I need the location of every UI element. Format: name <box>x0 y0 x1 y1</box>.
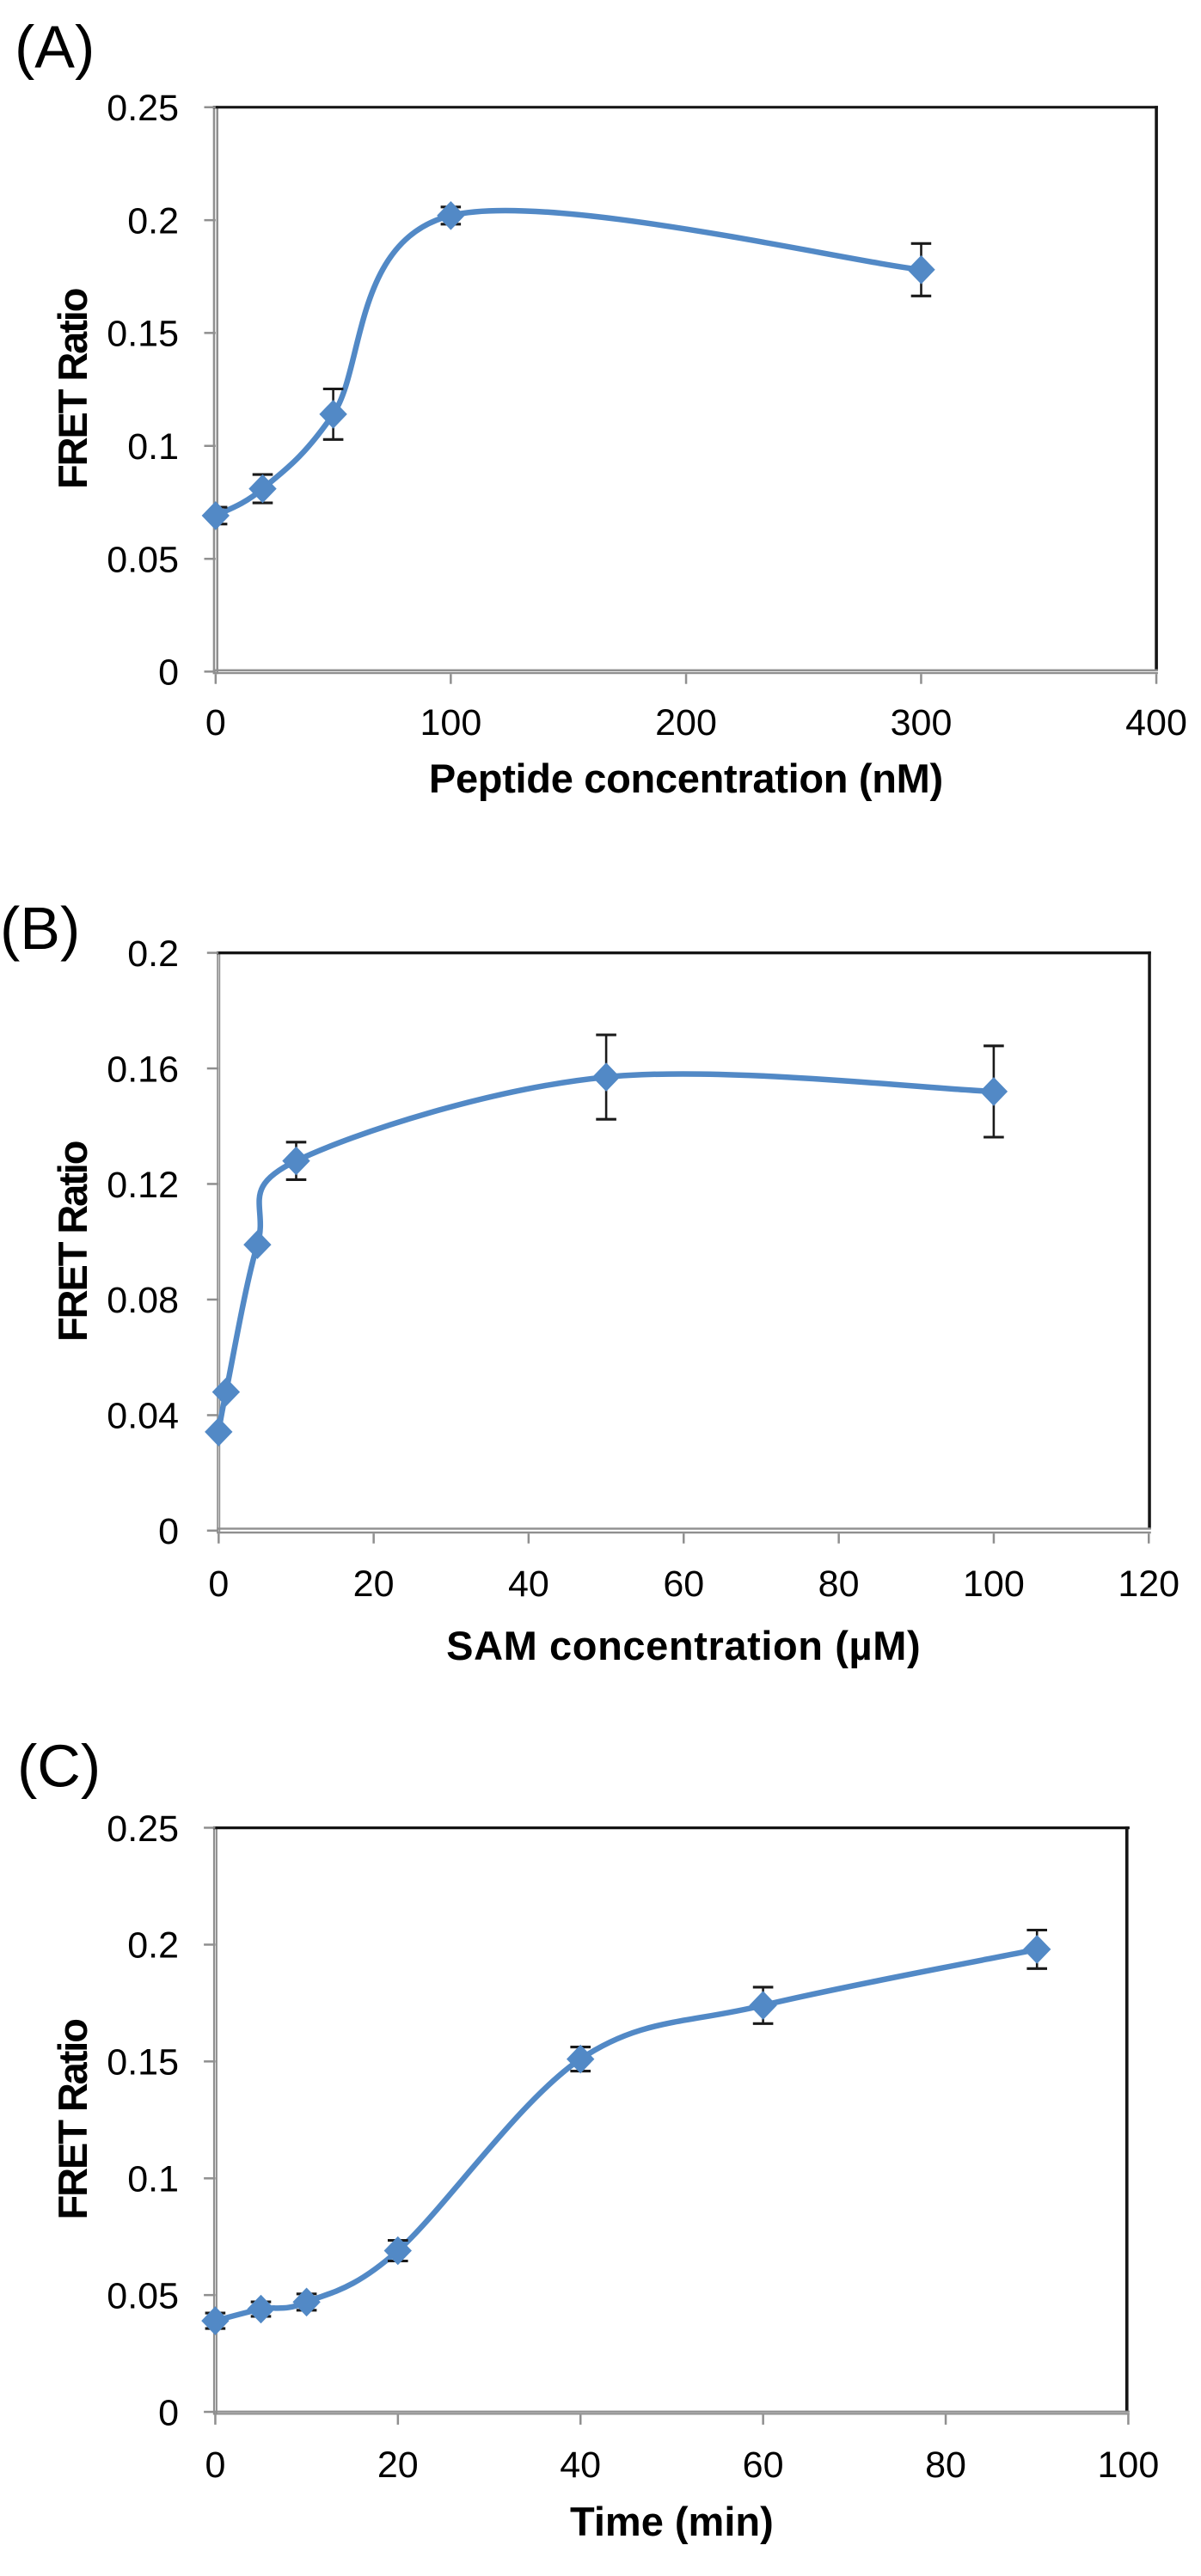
svg-text:0: 0 <box>205 2444 225 2486</box>
svg-text:0: 0 <box>208 1563 229 1605</box>
svg-text:0.15: 0.15 <box>107 314 179 355</box>
svg-text:0.05: 0.05 <box>107 539 179 580</box>
svg-text:0: 0 <box>158 652 179 694</box>
svg-text:FRET Ratio: FRET Ratio <box>50 1141 95 1342</box>
svg-text:300: 300 <box>891 702 953 743</box>
svg-text:0.16: 0.16 <box>107 1049 179 1090</box>
svg-text:0.1: 0.1 <box>127 426 179 468</box>
svg-text:40: 40 <box>508 1563 549 1605</box>
svg-text:120: 120 <box>1118 1563 1180 1605</box>
svg-text:100: 100 <box>1098 2444 1160 2486</box>
svg-text:80: 80 <box>818 1563 860 1605</box>
svg-text:0.04: 0.04 <box>107 1396 179 1437</box>
svg-text:FRET Ratio: FRET Ratio <box>50 2020 95 2220</box>
svg-text:0.25: 0.25 <box>107 88 179 129</box>
svg-text:100: 100 <box>963 1563 1025 1605</box>
svg-text:0: 0 <box>158 2392 179 2433</box>
svg-text:(C): (C) <box>17 1732 101 1799</box>
svg-text:SAM concentration (µM): SAM concentration (µM) <box>446 1623 921 1668</box>
svg-text:0.1: 0.1 <box>127 2159 179 2200</box>
svg-text:0.05: 0.05 <box>107 2276 179 2317</box>
svg-text:0: 0 <box>158 1511 179 1552</box>
svg-text:Time (min): Time (min) <box>570 2499 774 2544</box>
svg-text:80: 80 <box>925 2444 966 2486</box>
svg-text:20: 20 <box>353 1563 395 1605</box>
svg-text:0.15: 0.15 <box>107 2042 179 2083</box>
svg-text:FRET Ratio: FRET Ratio <box>50 289 95 489</box>
svg-text:400: 400 <box>1125 702 1187 743</box>
svg-text:40: 40 <box>560 2444 601 2486</box>
svg-text:0.2: 0.2 <box>127 1925 179 1967</box>
svg-text:60: 60 <box>663 1563 704 1605</box>
svg-text:60: 60 <box>743 2444 784 2486</box>
svg-text:200: 200 <box>655 702 717 743</box>
svg-text:0.12: 0.12 <box>107 1165 179 1206</box>
svg-text:20: 20 <box>377 2444 419 2486</box>
svg-text:0.25: 0.25 <box>107 1808 179 1850</box>
svg-text:0.2: 0.2 <box>127 200 179 242</box>
svg-text:Peptide concentration (nM): Peptide concentration (nM) <box>429 756 943 801</box>
svg-text:0.2: 0.2 <box>127 933 179 975</box>
svg-text:100: 100 <box>420 702 482 743</box>
svg-text:0.08: 0.08 <box>107 1280 179 1321</box>
svg-text:0: 0 <box>205 702 226 743</box>
svg-text:(B): (B) <box>0 895 80 962</box>
svg-text:(A): (A) <box>15 14 95 81</box>
